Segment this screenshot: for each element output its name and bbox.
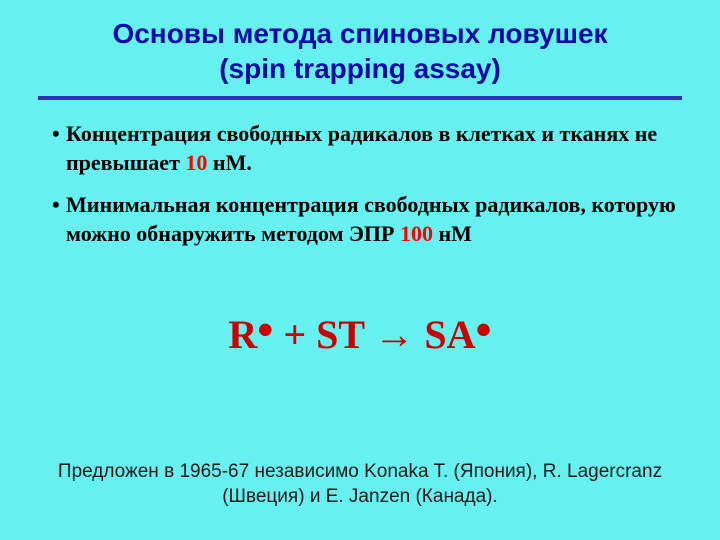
- bullet-list: Концентрация свободных радикалов в клетк…: [52, 120, 690, 248]
- bullet-text-pre: Концентрация свободных радикалов в клетк…: [66, 121, 657, 175]
- bullet-highlight: 100: [400, 221, 433, 246]
- bullet-item: Минимальная концентрация свободных радик…: [52, 191, 690, 248]
- bullet-text-pre: Минимальная концентрация свободных радик…: [66, 192, 676, 246]
- bullet-text-post: нМ.: [207, 150, 251, 175]
- reaction-equation: R• + ST → SA•: [0, 306, 720, 359]
- bullet-text-post: нМ: [433, 221, 472, 246]
- title-line-1: Основы метода спиновых ловушек: [0, 16, 720, 51]
- equation-r: R: [228, 312, 257, 357]
- equation-mid: + ST → SA: [273, 312, 475, 357]
- footer-attribution: Предложен в 1965-67 независимо Konaka T.…: [0, 459, 720, 510]
- title-line-2: (spin trapping assay): [0, 51, 720, 86]
- bullet-highlight: 10: [185, 150, 207, 175]
- title-divider: [38, 96, 682, 100]
- slide: Основы метода спиновых ловушек (spin tra…: [0, 0, 720, 540]
- equation-dot: •: [476, 304, 492, 355]
- equation-dot: •: [257, 304, 273, 355]
- bullet-item: Концентрация свободных радикалов в клетк…: [52, 120, 690, 177]
- slide-title: Основы метода спиновых ловушек (spin tra…: [0, 0, 720, 86]
